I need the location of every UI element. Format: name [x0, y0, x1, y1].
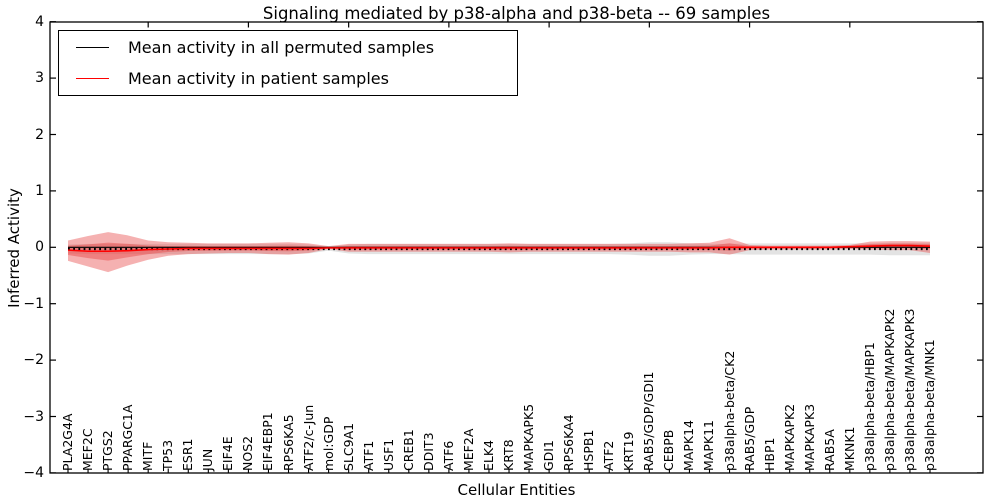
x-category-label: NOS2: [240, 435, 256, 471]
legend-item-patient: Mean activity in patient samples: [59, 64, 517, 94]
permuted-band: [68, 242, 930, 256]
x-category-label: MEF2A: [460, 428, 476, 471]
x-category-label: EIF4E: [220, 436, 236, 471]
x-category-label: GDI1: [541, 440, 557, 471]
x-category-label: p38alpha-beta/MNK1: [922, 339, 937, 471]
x-category-label: MITF: [140, 441, 156, 471]
y-tick-label: −1: [23, 295, 44, 312]
x-category-label: HSPB1: [581, 429, 597, 471]
y-tick-label: 0: [35, 239, 44, 256]
legend-label: Mean activity in patient samples: [128, 69, 389, 89]
x-category-label: ATF2/c-Jun: [300, 404, 316, 471]
x-category-label: MAPK11: [701, 420, 717, 471]
x-category-label: RAB5/GDP/GDI1: [641, 371, 657, 471]
x-category-label: MAPKAPK3: [801, 403, 817, 471]
x-category-label: ATF2: [601, 440, 617, 471]
x-category-label: KRT19: [621, 431, 637, 471]
y-tick-label: 4: [35, 13, 44, 30]
x-category-label: RAB5/GDP: [741, 406, 757, 471]
x-category-label: p38alpha-beta/CK2: [721, 350, 737, 471]
x-category-label: mol:GDP: [320, 416, 336, 471]
patient-line-swatch-icon: [76, 78, 109, 80]
x-category-label: ATF1: [360, 440, 376, 471]
permuted-line-swatch-icon: [76, 46, 109, 48]
x-axis-label: Cellular Entities: [457, 481, 576, 499]
x-category-label: RPS6KA4: [561, 414, 577, 471]
x-category-label: KRT8: [501, 439, 517, 471]
x-category-label: MAPKAPK5: [521, 403, 537, 471]
x-category-label: p38alpha-beta/MAPKAPK3: [901, 308, 917, 472]
x-category-label: PPARGC1A: [120, 404, 136, 471]
x-category-label: RAB5A: [821, 429, 837, 471]
y-tick-label: −4: [23, 464, 44, 481]
x-category-label: MKNK1: [841, 426, 857, 471]
y-tick-label: −2: [23, 352, 44, 369]
patient-band-outer: [68, 232, 930, 273]
chart-title: Signaling mediated by p38-alpha and p38-…: [262, 4, 771, 23]
x-category-label: CEBPB: [661, 429, 677, 471]
x-category-label: ATF6: [440, 440, 456, 471]
patient-mean-line: [67, 244, 931, 253]
legend-item-permuted: Mean activity in all permuted samples: [59, 32, 517, 62]
x-category-label: PTGS2: [100, 430, 116, 471]
x-category-label: CREB1: [400, 429, 416, 471]
x-category-label: PLA2G4A: [60, 413, 75, 471]
y-tick-label: 3: [35, 70, 44, 87]
x-category-label: TP53: [160, 439, 176, 471]
legend: Mean activity in all permuted samples Me…: [58, 30, 518, 96]
x-category-label: JUN: [200, 448, 216, 471]
y-tick-label: 2: [35, 126, 44, 143]
y-tick-label: −3: [23, 408, 44, 425]
x-category-label: p38alpha-beta/MAPKAPK2: [881, 308, 897, 472]
x-category-label: ELK4: [480, 439, 496, 471]
y-tick-label: 1: [35, 182, 44, 199]
x-category-label: p38alpha-beta/HBP1: [861, 342, 877, 471]
x-category-label: RPS6KA5: [280, 414, 296, 471]
x-category-label: MAPKAPK2: [781, 403, 797, 471]
x-category-label: MEF2C: [80, 428, 96, 471]
x-category-label: EIF4EBP1: [260, 412, 276, 471]
x-category-label: DDIT3: [420, 432, 436, 471]
x-category-label: SLC9A1: [340, 422, 356, 471]
x-category-label: ESR1: [180, 438, 196, 471]
x-category-label: HBP1: [761, 437, 777, 471]
legend-label: Mean activity in all permuted samples: [128, 37, 435, 57]
x-category-label: USF1: [380, 438, 396, 471]
x-category-label: MAPK14: [681, 420, 697, 471]
